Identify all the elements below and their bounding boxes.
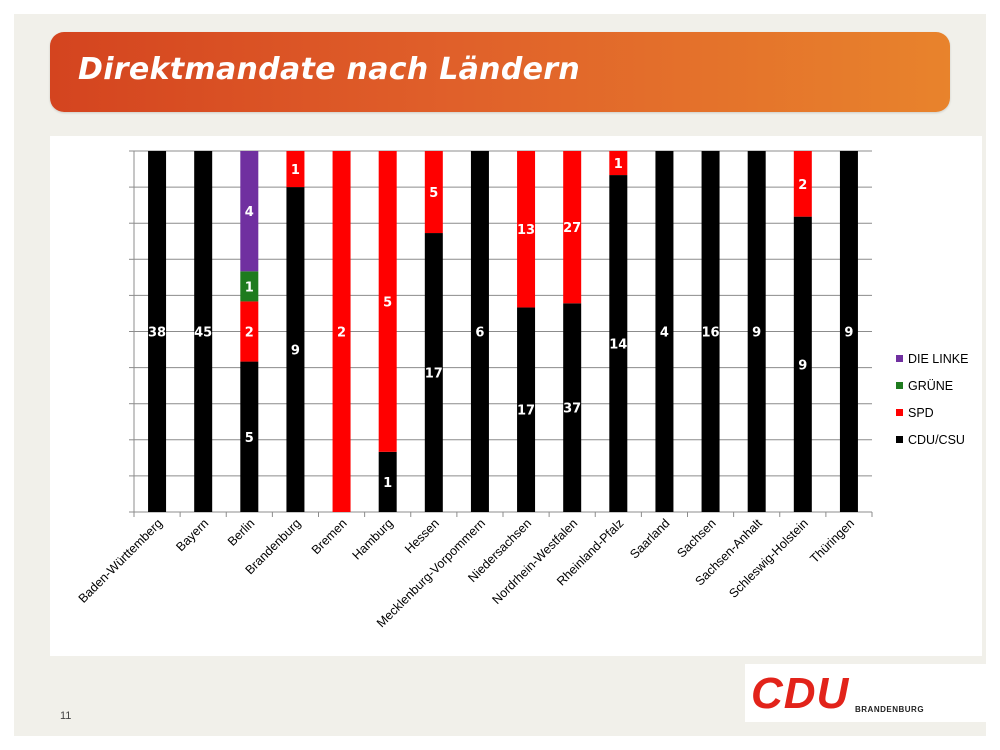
data-label: 16 [702, 326, 720, 341]
x-tick-label: Schleswig-Holstein [726, 516, 811, 601]
x-tick-label: Hamburg [350, 516, 396, 562]
data-label: 5 [429, 186, 438, 201]
bar-segment [378, 151, 397, 452]
bar-segment [240, 271, 259, 302]
data-label: 27 [563, 221, 581, 236]
bar-segment [378, 451, 397, 512]
data-label: 13 [517, 223, 535, 238]
x-tick-label: Saarland [627, 516, 672, 561]
bar-segment [240, 301, 259, 362]
bar-segment [609, 151, 628, 176]
data-label: 5 [383, 295, 392, 310]
x-tick-label: Baden-Württemberg [76, 516, 166, 606]
data-label: 14 [609, 338, 627, 353]
data-label: 17 [517, 404, 535, 419]
x-tick-label: Sachsen [674, 516, 718, 560]
title-bar: Direktmandate nach Ländern [50, 32, 950, 112]
bar-segment [747, 151, 766, 512]
data-label: 4 [245, 205, 254, 220]
data-label: 6 [475, 326, 484, 341]
data-label: 9 [291, 344, 300, 359]
x-tick-label: Bayern [173, 516, 211, 554]
slide-title: Direktmandate nach Ländern [78, 52, 581, 87]
x-tick-label: Hessen [402, 516, 442, 556]
x-tick-label: Berlin [225, 516, 258, 549]
data-label: 1 [291, 163, 300, 178]
bar-segment [424, 151, 443, 234]
legend-swatch [896, 355, 903, 362]
bar-segment [609, 175, 628, 513]
legend-label: DIE LINKE [908, 352, 968, 366]
bar-segment [424, 233, 443, 512]
page-number: 11 [60, 710, 72, 722]
data-label: 9 [798, 358, 807, 373]
legend-label: GRÜNE [908, 379, 953, 393]
data-label: 5 [245, 431, 254, 446]
data-label: 9 [844, 326, 853, 341]
data-label: 1 [383, 476, 392, 491]
bar-segment [286, 151, 305, 188]
logo-subtext: BRANDENBURG [855, 705, 925, 714]
legend-swatch [896, 409, 903, 416]
bar-segment [470, 151, 489, 512]
bar-segment [240, 151, 259, 272]
bar-segment [701, 151, 720, 512]
bar-segment [839, 151, 858, 512]
bar-segment [793, 216, 812, 512]
chart-panel: 38 45 5 2 1 4 9 1 2 1 5 17 5 6 17 13 37 27 14 1 4 16 9 9 2 9 Baden… [50, 136, 982, 656]
logo-text: CDU [751, 669, 850, 718]
data-label: 1 [245, 280, 254, 295]
bar-segment [240, 361, 259, 512]
bar-segment [332, 151, 351, 512]
data-label: 2 [337, 326, 346, 341]
legend-label: SPD [908, 406, 934, 420]
bar-segment [655, 151, 674, 512]
cdu-logo: CDU BRANDENBURG [745, 664, 987, 722]
x-tick-label: Bremen [309, 516, 350, 557]
data-label: 1 [614, 157, 623, 172]
data-label: 17 [425, 367, 443, 382]
data-label: 45 [194, 326, 212, 341]
bar-segment [286, 187, 305, 512]
bar-segment [517, 151, 536, 308]
bar-segment [793, 151, 812, 217]
data-label: 4 [660, 326, 669, 341]
legend-swatch [896, 382, 903, 389]
data-label: 38 [148, 326, 166, 341]
x-tick-label: Nordrhein-Westfalen [490, 516, 581, 607]
legend-swatch [896, 436, 903, 443]
legend-label: CDU/CSU [908, 433, 965, 447]
data-label: 2 [798, 178, 807, 193]
bar-segment [563, 303, 582, 512]
bar-segment [517, 307, 536, 512]
x-tick-label: Thüringen [807, 516, 857, 566]
bar-segment [563, 151, 582, 304]
data-label: 9 [752, 326, 761, 341]
data-label: 37 [563, 402, 581, 417]
data-label: 2 [245, 326, 254, 341]
bar-segment [194, 151, 213, 512]
bar-segment [148, 151, 167, 512]
